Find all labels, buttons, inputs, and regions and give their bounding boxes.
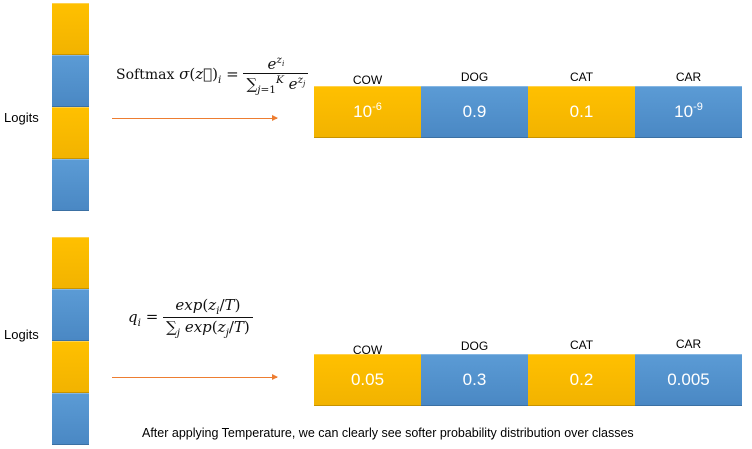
prob-value: 0.2 — [569, 370, 594, 389]
prob-cell-cat: 0.1 — [528, 86, 635, 138]
class-label-car: CAR — [675, 70, 702, 84]
prob-cell-dog: 0.9 — [421, 86, 528, 138]
temperature-formula: qi = exp(zi/T) ∑j exp(zj/T) — [128, 296, 253, 339]
class-label-dog: DOG — [460, 70, 489, 84]
bottom-logits-label: Logits — [4, 327, 39, 342]
logit-cell — [52, 237, 89, 289]
prob-value: 0.1 — [569, 102, 594, 121]
prob-value: 10 — [353, 102, 373, 121]
prob-value: 0.005 — [667, 370, 710, 389]
prob-exponent: -9 — [693, 101, 703, 113]
prob-value: 0.9 — [462, 102, 487, 121]
prob-cell-car: 10 -9 — [635, 86, 742, 138]
bottom-logits-stack — [52, 237, 89, 445]
prob-cell-cow: 10 -6 — [314, 86, 421, 138]
prob-value: 0.3 — [462, 370, 487, 389]
logit-cell — [52, 159, 89, 211]
prob-cell-cat: 0.2 — [528, 354, 635, 406]
class-label-dog: DOG — [460, 339, 489, 353]
softmax-formula: Softmax σ(z⃗)i = ezi ∑j=1K ezj — [116, 54, 309, 96]
top-logits-label: Logits — [4, 110, 39, 125]
class-label-cat: CAT — [569, 70, 594, 84]
class-label-cow: COW — [352, 343, 383, 357]
bottom-arrow — [112, 374, 278, 380]
top-logits-stack — [52, 3, 89, 211]
logit-cell — [52, 341, 89, 393]
bottom-probability-row: 0.05 0.3 0.2 0.005 — [314, 354, 742, 406]
prob-cell-dog: 0.3 — [421, 354, 528, 406]
logit-cell — [52, 55, 89, 107]
prob-cell-car: 0.005 — [635, 354, 742, 406]
logit-cell — [52, 107, 89, 159]
prob-value: 10 — [674, 102, 694, 121]
prob-value: 0.05 — [350, 370, 385, 389]
top-probability-row: 10 -6 0.9 0.1 10 -9 — [314, 86, 742, 138]
top-arrow — [112, 115, 278, 121]
class-label-cat: CAT — [569, 338, 594, 352]
caption: After applying Temperature, we can clear… — [142, 426, 634, 440]
logit-cell — [52, 289, 89, 341]
prob-exponent: -6 — [372, 101, 382, 113]
class-label-cow: COW — [352, 73, 383, 87]
prob-cell-cow: 0.05 — [314, 354, 421, 406]
class-label-car: CAR — [675, 337, 702, 351]
logit-cell — [52, 3, 89, 55]
logit-cell — [52, 393, 89, 445]
